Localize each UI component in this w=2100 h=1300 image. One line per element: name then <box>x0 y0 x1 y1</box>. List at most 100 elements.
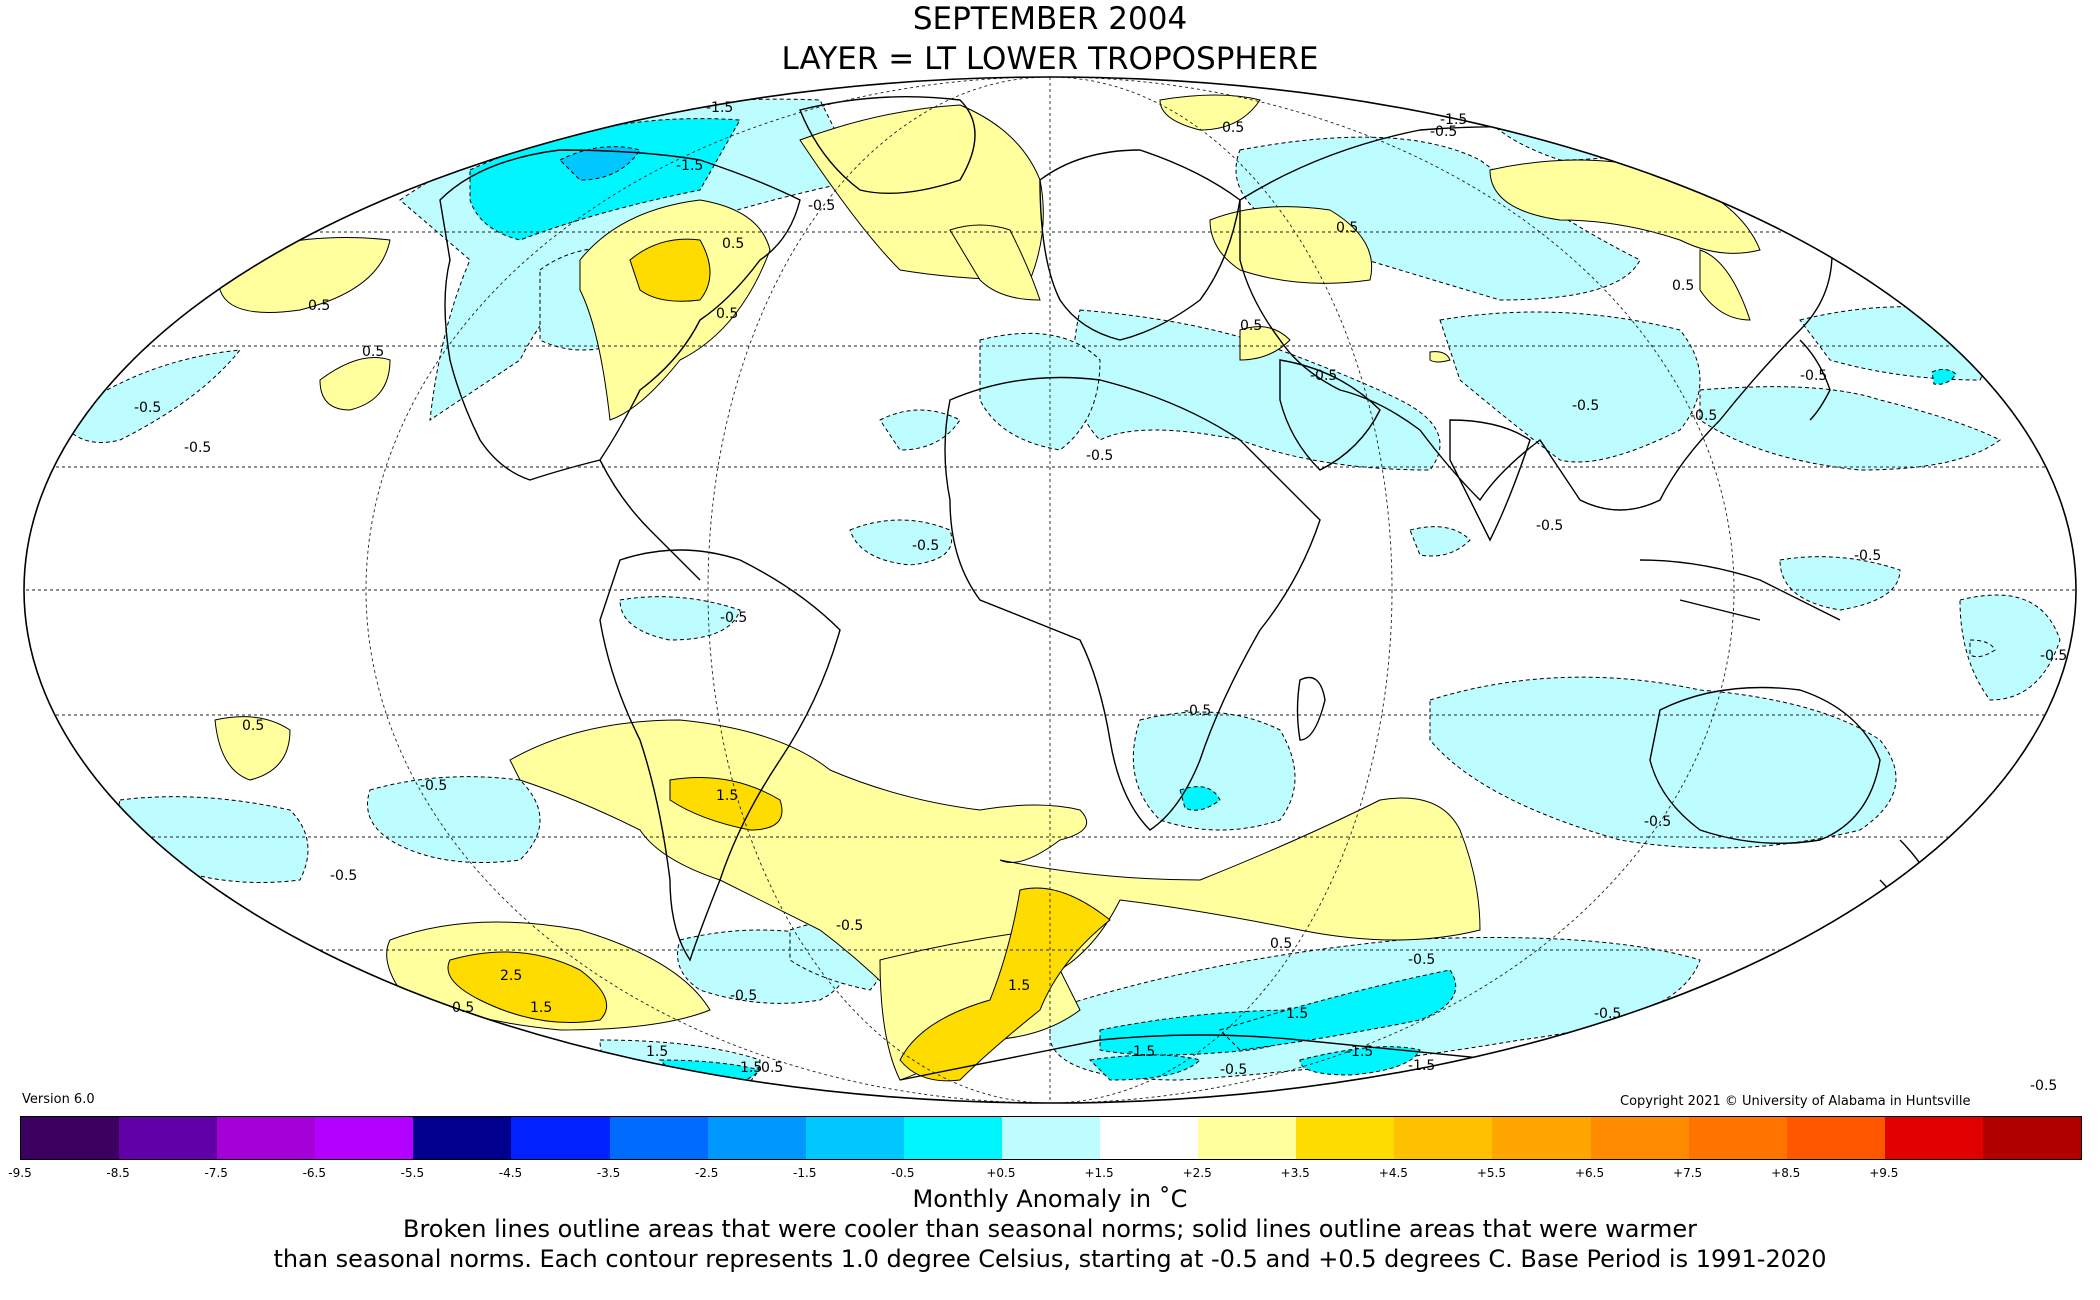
madagascar-outline <box>1296 676 1326 741</box>
contour-label: -0.5 <box>1220 1062 1247 1078</box>
color-scale-segment <box>217 1117 316 1159</box>
contour-label: -1.5 <box>1408 1058 1435 1074</box>
contour-label: -0.5 <box>184 440 211 456</box>
contour-labels: -1.5 -1.5 -0.5 0.5 0.5 0.5 0.5 -0.5 -0.5… <box>134 100 2067 1094</box>
contour-label: -0.5 <box>756 1060 783 1076</box>
contour-label: -0.5 <box>1430 124 1457 140</box>
contour-label: -0.5 <box>420 778 447 794</box>
color-scale-tick-label: -5.5 <box>400 1166 425 1180</box>
color-scale-segment <box>609 1117 708 1159</box>
color-scale-tick-label: +7.5 <box>1673 1166 1703 1180</box>
contour-label: -1.5 <box>1440 112 1467 128</box>
north-america-outline <box>439 149 801 481</box>
cool-region <box>1299 1046 1421 1076</box>
contour-label: 0.5 <box>716 306 738 322</box>
color-scale-tick-label: +2.5 <box>1182 1166 1212 1180</box>
color-scale-segment <box>707 1117 806 1159</box>
color-scale-tick-label: +9.5 <box>1869 1166 1899 1180</box>
warm-region <box>1699 249 1751 321</box>
color-scale-tick-label: -9.5 <box>8 1166 32 1180</box>
contour-label: 1.5 <box>646 1044 668 1060</box>
anomaly-regions <box>59 94 2061 1101</box>
warm-region <box>319 357 391 411</box>
warm-region <box>629 238 711 302</box>
warm-region <box>1159 94 1261 131</box>
contour-label: -0.5 <box>1690 408 1717 424</box>
contour-label: 1.5 <box>1286 1006 1308 1022</box>
contour-label: -0.5 <box>912 538 939 554</box>
contour-label: 0.5 <box>1672 278 1694 294</box>
color-scale-segment <box>1001 1117 1101 1159</box>
contour-label: -0.5 <box>2030 1078 2057 1094</box>
world-anomaly-map: -1.5 -1.5 -0.5 0.5 0.5 0.5 0.5 -0.5 -0.5… <box>23 76 2077 1104</box>
color-scale-tick-label: +8.5 <box>1771 1166 1801 1180</box>
contour-label: 0.5 <box>722 236 744 252</box>
contour-label: 1.5 <box>1008 978 1030 994</box>
cool-region <box>979 332 1101 451</box>
contour-label: -0.5 <box>1184 703 1211 719</box>
southeast-asia-islands <box>1639 559 1841 621</box>
warm-region <box>1239 326 1291 361</box>
central-america-outline <box>599 459 701 581</box>
color-scale-tick-label: -1.5 <box>793 1166 817 1180</box>
antarctica-outline <box>899 1034 1501 1081</box>
warm-region <box>949 224 1041 301</box>
cool-region <box>1409 526 1471 557</box>
contour-label: 0.5 <box>362 344 384 360</box>
color-scale-tick-label: -8.5 <box>106 1166 130 1180</box>
cool-region <box>1779 556 1901 611</box>
color-scale-tick-label: +4.5 <box>1378 1166 1408 1180</box>
africa-outline <box>944 376 1321 831</box>
color-scale-segment <box>1296 1117 1395 1159</box>
contour-label: 1.5 <box>530 1000 552 1016</box>
map-border <box>23 76 2077 1104</box>
australia-outline <box>1649 686 1881 845</box>
warm-region <box>579 199 771 421</box>
color-scale-segment <box>805 1117 904 1159</box>
color-scale-tick-label: +1.5 <box>1084 1166 1114 1180</box>
color-scale-segment <box>511 1117 610 1159</box>
contour-label: 0.5 <box>452 1000 474 1016</box>
scale-unit-label: Monthly Anomaly in ˚C <box>912 1185 1188 1213</box>
color-scale-tick-label: +6.5 <box>1574 1166 1605 1180</box>
contour-label: -0.5 <box>1536 518 1563 534</box>
cool-region <box>849 519 952 566</box>
cool-region <box>1132 711 1296 831</box>
cool-region <box>1969 639 1996 658</box>
contour-label: 0.5 <box>242 718 264 734</box>
contour-label: 0.5 <box>1240 318 1262 334</box>
color-scale-segment <box>903 1117 1002 1159</box>
description-line-2: than seasonal norms. Each contour repres… <box>273 1245 1827 1273</box>
cool-region <box>879 409 961 451</box>
cool-region <box>59 349 242 443</box>
contour-label: -1.5 <box>1128 1044 1155 1060</box>
cool-region <box>1429 676 1897 849</box>
contour-label: -0.5 <box>1800 368 1827 384</box>
contour-label: -0.5 <box>1644 814 1671 830</box>
color-scale-segment <box>1492 1117 1591 1159</box>
color-scale-segment <box>1590 1117 1689 1159</box>
color-scale-tick-label: -7.5 <box>204 1166 228 1180</box>
cool-region <box>1088 1054 1201 1081</box>
contour-label: -0.5 <box>2040 648 2067 664</box>
cool-region <box>1699 386 2001 471</box>
india-outline <box>1449 419 1531 542</box>
contour-label: -0.5 <box>1572 398 1599 414</box>
contour-label: -0.5 <box>330 868 357 884</box>
cool-region <box>1931 368 1957 385</box>
cool-region <box>1439 311 1701 463</box>
color-scale-tick-label: +0.5 <box>986 1166 1016 1180</box>
contour-label: 0.5 <box>1222 120 1244 136</box>
contour-label: -0.5 <box>1854 548 1881 564</box>
contour-label: 1.5 <box>716 788 738 804</box>
contour-label: -0.5 <box>134 400 161 416</box>
color-scale-ticks: -9.5 -8.5 -7.5 -6.5 -5.5 -4.5 -3.5 -2.5 -1.5 -0.5… <box>8 1166 2080 1182</box>
contour-label: -0.5 <box>808 198 835 214</box>
cool-region <box>1179 786 1221 811</box>
contour-label: -0.5 <box>1594 1006 1621 1022</box>
contour-label: 2.5 <box>500 968 522 984</box>
map-subtitle-layer: LAYER = LT LOWER TROPOSPHERE <box>781 41 1319 77</box>
graticule <box>24 77 2076 1103</box>
cool-region <box>619 596 741 641</box>
contour-label: -1.5 <box>676 158 703 174</box>
